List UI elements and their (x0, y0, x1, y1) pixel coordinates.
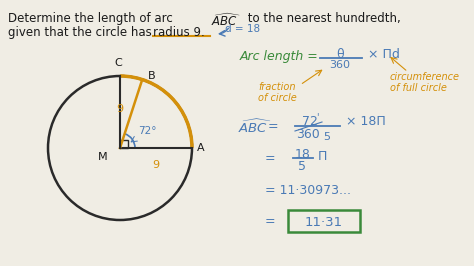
Bar (288, 210, 360, 232)
Text: Determine the length of arc: Determine the length of arc (8, 12, 176, 25)
Text: 72°: 72° (138, 126, 156, 136)
Text: =: = (265, 215, 275, 228)
Text: × 18Π: × 18Π (346, 115, 386, 128)
Text: C: C (114, 58, 122, 68)
Text: of circle: of circle (258, 93, 297, 103)
Text: radius 9.: radius 9. (153, 26, 205, 39)
Text: circumference: circumference (390, 72, 460, 82)
Text: 5: 5 (298, 160, 306, 173)
Text: × Πd: × Πd (368, 48, 400, 61)
Text: of full circle: of full circle (390, 83, 447, 93)
Text: Π: Π (318, 150, 328, 163)
Text: given that the circle has: given that the circle has (8, 26, 155, 39)
Text: ': ' (316, 112, 319, 122)
Text: 360: 360 (296, 128, 320, 141)
Text: =: = (268, 120, 279, 133)
Text: =: = (265, 152, 275, 165)
Text: θ: θ (336, 48, 344, 61)
Bar (120, 140, 128, 148)
Text: 11·31: 11·31 (305, 215, 343, 228)
Text: $\widehat{ABC}$: $\widehat{ABC}$ (211, 12, 241, 29)
Text: A: A (197, 143, 205, 153)
Text: M: M (99, 152, 108, 162)
Text: fraction: fraction (258, 82, 295, 92)
Text: d = 18: d = 18 (225, 24, 260, 34)
Text: 9: 9 (116, 104, 123, 114)
Text: = 11·30973...: = 11·30973... (265, 184, 351, 197)
Text: 360: 360 (329, 60, 350, 70)
Text: Arc length =: Arc length = (240, 50, 319, 63)
Text: 9: 9 (153, 160, 160, 170)
Text: 18: 18 (295, 148, 311, 161)
Text: 72: 72 (302, 115, 318, 128)
Text: to the nearest hundredth,: to the nearest hundredth, (244, 12, 401, 25)
Text: $\widehat{ABC}$: $\widehat{ABC}$ (238, 118, 272, 136)
Text: 5: 5 (323, 132, 330, 142)
Text: B: B (148, 70, 156, 81)
